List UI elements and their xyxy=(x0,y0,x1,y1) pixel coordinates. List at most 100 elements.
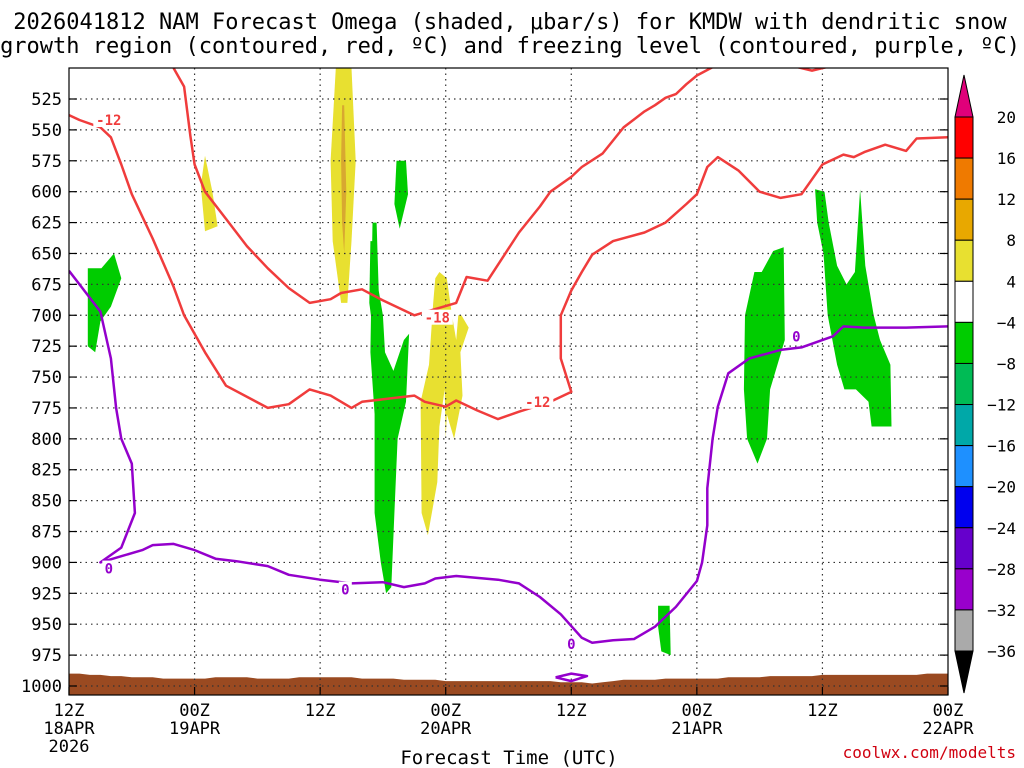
omega-region-0 xyxy=(87,253,122,353)
contour-labels: -12 -18 -12 0 0 0 0 xyxy=(93,112,803,653)
colorbar-segment-12 xyxy=(954,609,974,652)
colorbar-top-arrow xyxy=(954,74,974,118)
terrain-polygon xyxy=(69,673,948,695)
plot-frame xyxy=(68,67,949,696)
y-tick-label-525: 525 xyxy=(31,90,62,110)
colorbar-label-7: −12 xyxy=(987,396,1016,415)
contour-label-zero-c: 0 xyxy=(567,637,575,653)
colorbar-segment-6 xyxy=(954,362,974,406)
colorbar-segment-10 xyxy=(954,527,974,570)
y-tick-label-1000: 1000 xyxy=(21,677,62,697)
colorbar-label-11: −28 xyxy=(987,560,1016,579)
x-tick-date-5: 21APR xyxy=(671,719,723,739)
colorbar-segment-11 xyxy=(954,568,974,611)
contour-label-minus18: -18 xyxy=(425,311,450,327)
contour-lines xyxy=(69,68,948,683)
colorbar-segment-7 xyxy=(954,404,974,447)
colorbar-segment-2 xyxy=(954,198,974,241)
omega-region-4 xyxy=(394,160,408,229)
x-tick-label-4: 12Z xyxy=(556,701,587,721)
y-tick-label-950: 950 xyxy=(31,615,62,635)
contour-line-0 xyxy=(69,113,948,421)
x-tick-date-3: 20APR xyxy=(420,719,472,739)
y-tick-label-750: 750 xyxy=(31,368,62,388)
contour-label-bg-5 xyxy=(564,636,578,651)
y-tick-label-800: 800 xyxy=(31,430,62,450)
omega-region-9 xyxy=(815,189,892,427)
y-tick-label-875: 875 xyxy=(31,523,62,543)
x-tick-label-6: 12Z xyxy=(807,701,838,721)
y-tick-label-600: 600 xyxy=(31,183,62,203)
contour-label-zero-d: 0 xyxy=(792,329,800,345)
contour-label-bg-6 xyxy=(789,328,803,344)
colorbar-label-9: −20 xyxy=(987,478,1016,497)
colorbar-segment-3 xyxy=(954,239,974,282)
y-tick-label-975: 975 xyxy=(31,646,62,666)
contour-label-zero-a: 0 xyxy=(105,562,113,578)
y-tick-label-625: 625 xyxy=(31,214,62,234)
colorbar-label-12: −32 xyxy=(987,601,1016,620)
contour-label-bg-0 xyxy=(93,112,125,127)
y-tick-label-575: 575 xyxy=(31,152,62,172)
colorbar: 20 16 12 8 4 −4 −8 −12 −16 −20 −24 −28 −32 −36 xyxy=(954,74,1016,694)
colorbar-segment-0 xyxy=(954,116,974,159)
contour-label-zero-b: 0 xyxy=(341,583,349,599)
colorbar-bottom-arrow xyxy=(954,650,974,694)
omega-shading xyxy=(87,68,892,656)
chart-title-line-2: growth region (contoured, red, ºC) and f… xyxy=(0,34,1020,59)
omega-region-3 xyxy=(341,105,347,254)
grid xyxy=(69,68,948,695)
x-tick-date-1: 19APR xyxy=(169,719,221,739)
x-tick-label-1: 00Z xyxy=(179,701,210,721)
x-tick-label-7: 00Z xyxy=(933,701,964,721)
contour-label-minus12-a: -12 xyxy=(96,113,121,129)
x-tick-date-0: 18APR xyxy=(43,719,95,739)
colorbar-label-2: 12 xyxy=(997,190,1016,209)
x-tick-label-5: 00Z xyxy=(681,701,712,721)
omega-region-7 xyxy=(658,605,671,656)
contour-line-3 xyxy=(555,672,589,683)
contour-label-bg-2 xyxy=(522,393,554,409)
x-tick-year-0: 2026 xyxy=(49,737,90,757)
x-axis-title: Forecast Time (UTC) xyxy=(400,747,617,768)
colorbar-label-13: −36 xyxy=(987,642,1016,661)
credit-text: coolwx.com/modelts xyxy=(843,743,1016,762)
y-tick-label-725: 725 xyxy=(31,337,62,357)
y-tick-label-775: 775 xyxy=(31,399,62,419)
axes: 525 550 575 600 625 650 675 700 725 750 775 800 825 8… xyxy=(21,90,974,757)
colorbar-label-5: −4 xyxy=(997,313,1016,332)
colorbar-label-6: −8 xyxy=(997,354,1016,373)
colorbar-label-4: 4 xyxy=(1006,272,1016,291)
y-tick-label-675: 675 xyxy=(31,275,62,295)
terrain-fill xyxy=(69,673,948,695)
x-tick-label-2: 12Z xyxy=(305,701,336,721)
y-tick-label-700: 700 xyxy=(31,306,62,326)
colorbar-segment-1 xyxy=(954,157,974,200)
colorbar-segment-5 xyxy=(954,321,974,364)
omega-region-5 xyxy=(370,222,410,594)
contour-label-bg-4 xyxy=(338,581,352,597)
x-tick-label-3: 00Z xyxy=(430,701,461,721)
colorbar-label-3: 8 xyxy=(1006,231,1016,250)
contour-label-bg-3 xyxy=(102,560,116,576)
x-tick-date-7: 22APR xyxy=(922,719,974,739)
y-tick-label-850: 850 xyxy=(31,492,62,512)
colorbar-segment-9 xyxy=(954,486,974,529)
y-tick-label-825: 825 xyxy=(31,461,62,481)
contour-label-minus12-b: -12 xyxy=(525,395,550,411)
contour-label-bg-1 xyxy=(421,309,453,325)
colorbar-segment-8 xyxy=(954,445,974,488)
omega-region-10 xyxy=(828,315,883,390)
y-tick-label-550: 550 xyxy=(31,121,62,141)
omega-region-1 xyxy=(200,155,218,232)
colorbar-segment-4 xyxy=(954,280,974,323)
y-tick-label-650: 650 xyxy=(31,244,62,264)
chart-title-line-1: 2026041812 NAM Forecast Omega (shaded, μ… xyxy=(13,10,1007,35)
contour-line-2 xyxy=(69,270,948,644)
colorbar-label-0: 20 xyxy=(997,108,1016,127)
colorbar-label-8: −16 xyxy=(987,437,1016,456)
y-tick-label-925: 925 xyxy=(31,584,62,604)
y-tick-label-900: 900 xyxy=(31,553,62,573)
x-tick-label-0: 12Z xyxy=(54,701,85,721)
